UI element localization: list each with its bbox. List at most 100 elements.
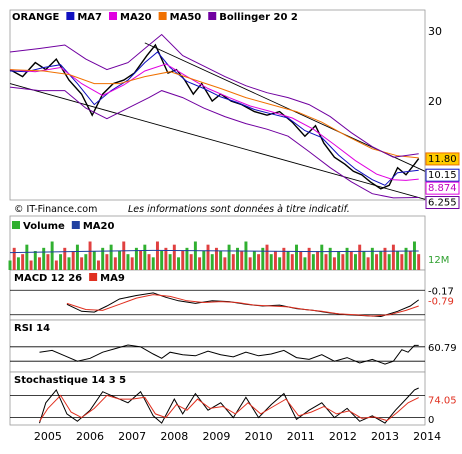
volume-bar [126,254,130,270]
0-legend-ma50: MA50 [170,12,202,23]
volume-bar [219,251,223,270]
volume-bar [25,244,29,270]
volume-bar [92,251,96,270]
volume-bar [101,247,105,270]
volume-bar [345,247,349,270]
volume-bar [295,244,298,270]
volume-bar [412,241,416,270]
volume-bar [311,254,315,270]
1-legend-ma20: MA20 [83,221,115,232]
volume-bar [244,241,248,270]
x-tick-label: 2011 [287,430,315,443]
volume-bar [290,254,294,270]
volume-bar [63,247,67,270]
volume-bar [168,254,172,270]
volume-bar [328,247,332,270]
volume-bar [282,247,286,270]
volume-bar [324,254,328,270]
volume-bar [349,251,353,270]
x-tick-label: 2012 [329,430,357,443]
volume-bar [214,247,218,270]
volume-bar [97,260,100,270]
volume-bar [42,247,46,270]
volume-bar [33,251,37,270]
volume-bar [379,251,383,270]
volume-bar [80,257,84,270]
volume-bar [29,260,33,270]
volume-bar [231,254,235,270]
0-swatch-ma7 [66,12,75,20]
0-legend-orange: ORANGE [12,12,60,23]
volume-bar [210,254,214,270]
volume-bar [391,244,395,270]
price-footer-copyright: © IT-Finance.com [14,204,97,215]
volume-bar [88,241,92,270]
volume-bar [172,244,176,270]
volume-bar [337,251,341,270]
3-legend-rsi-14: RSI 14 [14,323,50,334]
volume-bar [84,254,88,270]
volume-bar [21,254,25,270]
price-price-label-box [425,196,460,210]
volume-bar [227,244,231,270]
volume-bar [370,247,374,270]
price-panel-frame [9,9,426,201]
x-tick-label: 2014 [413,430,441,443]
2-legend-macd-12-26: MACD 12 26 [14,273,82,284]
price-price-label-box [425,181,460,195]
price-footer-disclaimer: Les informations sont données à titre in… [128,204,350,215]
volume-bar [417,254,421,270]
volume-bar [387,254,391,270]
volume-bar [130,257,134,270]
macd-series-ma9 [66,294,419,317]
price-right-label: 10.15 [428,170,457,181]
volume-bar [408,251,412,270]
volume-bar [278,257,282,270]
price-series-ma50 [9,69,419,159]
x-tick-label: 2007 [118,430,146,443]
price-series-orange [9,43,420,190]
0-legend-ma7: MA7 [77,12,102,23]
volume-bar [12,247,16,270]
volume-bar [286,251,290,270]
macd-right-label: -0.79 [428,296,454,307]
price-price-label-box [425,152,460,166]
macd-right-label: -0.17 [428,286,454,297]
volume-bar [358,244,362,270]
volume-bar [185,247,189,270]
volume-bar [75,244,79,270]
volume-bar [8,260,12,270]
volume-bar [257,254,261,270]
volume-bar [316,251,320,270]
0-legend-ma20: MA20 [120,12,152,23]
volume-bar [193,241,197,270]
volume-bar [109,244,113,270]
volume-bar [151,257,155,270]
volume-bar [240,251,244,270]
volume-bar [202,251,206,270]
price-series-bollinger-20-2-lower [9,86,419,199]
volume-y-label: 12M [428,255,449,266]
stochastic-series-d [39,394,419,422]
volume-ma20-line [9,249,419,254]
volume-bar [189,254,193,270]
volume-bar [139,251,143,270]
volume-bar [320,244,324,270]
price-series-bollinger-20-2 [9,33,419,158]
1-swatch-ma20 [71,221,80,229]
volume-bar [59,254,63,270]
rsi-series-rsi-14 [39,344,419,365]
volume-bar [396,251,400,270]
price-y-tick-label: 30 [428,25,442,38]
volume-bar [375,254,379,270]
price-right-label: 6.255 [428,198,457,209]
volume-bar [147,254,151,270]
0-swatch-bollinger-20-2 [208,12,217,20]
volume-bar [236,247,239,270]
volume-bar [223,257,227,270]
volume-bar [332,257,336,270]
volume-bar [269,254,273,270]
x-tick-label: 2005 [34,430,62,443]
